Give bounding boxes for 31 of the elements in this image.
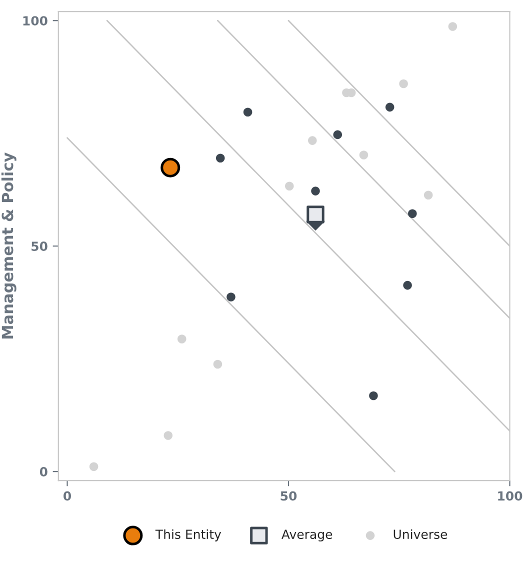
y-tick-label: 100 — [23, 16, 48, 26]
point — [385, 102, 394, 112]
point — [369, 391, 378, 400]
legend-label: Universe — [394, 529, 448, 540]
legend-label: Average — [282, 530, 332, 542]
point — [177, 334, 186, 344]
point — [448, 22, 458, 31]
point — [226, 292, 236, 302]
point — [399, 79, 408, 88]
point — [216, 154, 225, 163]
point — [89, 462, 98, 471]
y-tick-label: 0 — [40, 467, 48, 476]
point — [308, 136, 317, 145]
point — [333, 130, 342, 140]
point — [424, 190, 433, 200]
point — [359, 150, 368, 160]
x-tick-label: 0 — [64, 491, 72, 501]
y-tick-label: 50 — [32, 242, 48, 251]
point — [408, 209, 417, 218]
point — [306, 206, 324, 224]
point — [164, 431, 173, 440]
point — [311, 186, 320, 196]
point — [160, 158, 180, 178]
x-tick-label: 50 — [280, 491, 297, 501]
point — [213, 360, 222, 369]
y-axis-title: Management & Policy — [1, 152, 16, 338]
point — [403, 280, 412, 290]
x-tick-label: 100 — [498, 491, 522, 501]
legend-label: This Entity — [155, 529, 222, 542]
point — [285, 182, 294, 190]
point — [243, 108, 252, 117]
